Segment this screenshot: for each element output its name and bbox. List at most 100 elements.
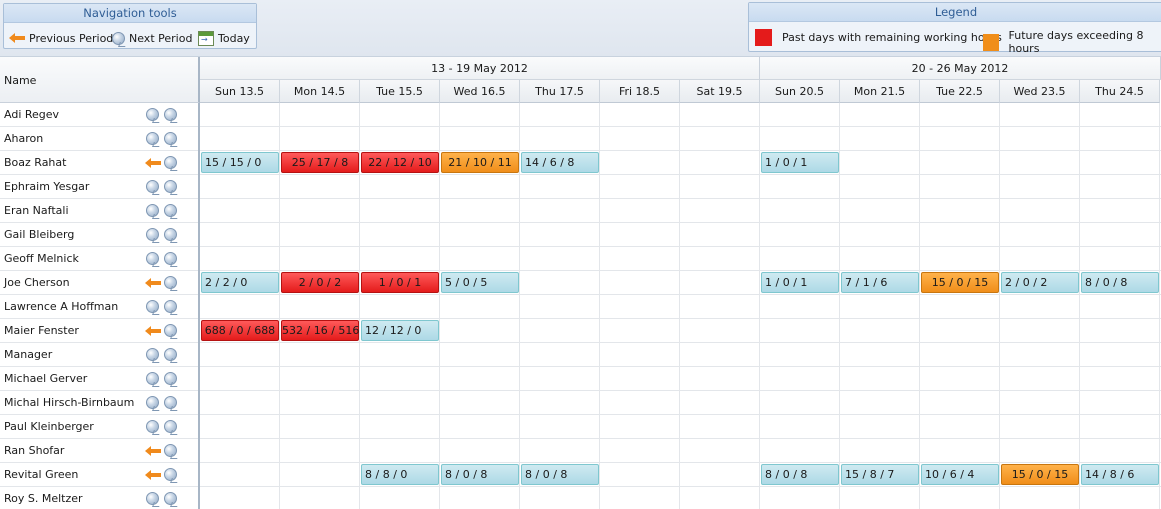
grid-line [599,415,600,439]
globe-icon[interactable] [146,204,159,217]
hours-cell[interactable]: 8 / 8 / 0 [361,464,439,485]
employee-name: Revital Green [4,468,79,481]
day-header[interactable]: Wed 23.5 [1000,80,1080,103]
grid-line [279,295,280,319]
globe-icon[interactable] [146,420,159,433]
globe-icon[interactable] [164,492,177,505]
hours-cell[interactable]: 15 / 0 / 15 [1001,464,1079,485]
grid-line [599,343,600,367]
previous-period-icon[interactable] [145,278,161,288]
day-header[interactable]: Sun 13.5 [200,80,280,103]
previous-period-icon[interactable] [145,326,161,336]
day-header[interactable]: Thu 24.5 [1080,80,1160,103]
grid-line [439,199,440,223]
hours-cell[interactable]: 7 / 1 / 6 [841,272,919,293]
hours-cell[interactable]: 15 / 15 / 0 [201,152,279,173]
hours-cell[interactable]: 22 / 12 / 10 [361,152,439,173]
day-header[interactable]: Tue 22.5 [920,80,1000,103]
grid-line [679,415,680,439]
globe-icon[interactable] [164,108,177,121]
globe-icon[interactable] [146,300,159,313]
globe-icon[interactable] [164,468,177,481]
hours-cell[interactable]: 8 / 0 / 8 [761,464,839,485]
day-header[interactable]: Tue 15.5 [360,80,440,103]
hours-cell[interactable]: 10 / 6 / 4 [921,464,999,485]
grid-line [519,223,520,247]
hours-cell[interactable]: 1 / 0 / 1 [761,272,839,293]
globe-icon[interactable] [164,372,177,385]
grid-line [1079,151,1080,175]
globe-icon[interactable] [164,300,177,313]
grid-line [439,487,440,509]
hours-cell[interactable]: 14 / 6 / 8 [521,152,599,173]
grid-line [359,439,360,463]
globe-icon[interactable] [164,204,177,217]
hours-cell[interactable]: 688 / 0 / 688 [201,320,279,341]
table-row: Geoff Melnick [0,247,1161,271]
day-header[interactable]: Sun 20.5 [760,80,840,103]
globe-icon[interactable] [146,492,159,505]
hours-cell[interactable]: 2 / 0 / 2 [281,272,359,293]
hours-cell[interactable]: 532 / 16 / 516 [281,320,359,341]
globe-icon[interactable] [164,156,177,169]
globe-icon[interactable] [146,396,159,409]
hours-cell[interactable]: 2 / 0 / 2 [1001,272,1079,293]
today-button[interactable]: Today [198,29,250,47]
hours-cell[interactable]: 8 / 0 / 8 [441,464,519,485]
grid-line [519,487,520,509]
employee-name: Adi Regev [4,108,60,121]
hours-cell[interactable]: 12 / 12 / 0 [361,320,439,341]
globe-icon[interactable] [164,324,177,337]
day-header[interactable]: Wed 16.5 [440,80,520,103]
day-header[interactable]: Fri 18.5 [600,80,680,103]
grid-line [999,175,1000,199]
grid-line [999,247,1000,271]
hours-cell[interactable]: 1 / 0 / 1 [361,272,439,293]
globe-icon[interactable] [164,228,177,241]
globe-icon[interactable] [164,420,177,433]
hours-cell[interactable]: 25 / 17 / 8 [281,152,359,173]
globe-icon[interactable] [164,252,177,265]
hours-cell[interactable]: 21 / 10 / 11 [441,152,519,173]
day-header[interactable]: Sat 19.5 [680,80,760,103]
next-period-button[interactable]: Next Period [112,29,192,47]
legend-swatch-past [755,29,772,46]
hours-cell[interactable]: 1 / 0 / 1 [761,152,839,173]
hours-cell[interactable]: 15 / 0 / 15 [921,272,999,293]
previous-period-icon[interactable] [145,470,161,480]
globe-icon[interactable] [146,180,159,193]
previous-period-icon[interactable] [145,446,161,456]
hours-cell[interactable]: 5 / 0 / 5 [441,272,519,293]
hours-cell[interactable]: 14 / 8 / 6 [1081,464,1159,485]
globe-icon[interactable] [164,180,177,193]
grid-line [919,391,920,415]
hours-cell[interactable]: 2 / 2 / 0 [201,272,279,293]
employee-name-cell: Adi Regev [0,103,200,127]
globe-icon[interactable] [164,276,177,289]
globe-icon[interactable] [146,372,159,385]
grid-line [599,319,600,343]
globe-icon[interactable] [164,132,177,145]
hours-cell[interactable]: 15 / 8 / 7 [841,464,919,485]
previous-period-button[interactable]: Previous Period [9,29,113,47]
day-header[interactable]: Mon 14.5 [280,80,360,103]
globe-icon[interactable] [146,108,159,121]
day-header[interactable]: Mon 21.5 [840,80,920,103]
employee-name: Manager [4,348,53,361]
day-header[interactable]: Thu 17.5 [520,80,600,103]
globe-icon[interactable] [164,396,177,409]
grid-line [759,199,760,223]
globe-icon[interactable] [164,444,177,457]
globe-icon[interactable] [146,132,159,145]
grid-line [359,391,360,415]
globe-icon[interactable] [146,348,159,361]
globe-icon[interactable] [146,228,159,241]
hours-cell[interactable]: 8 / 0 / 8 [521,464,599,485]
globe-icon[interactable] [164,348,177,361]
name-column-header[interactable]: Name [0,57,200,103]
grid-line [439,295,440,319]
previous-period-icon[interactable] [145,158,161,168]
hours-cell[interactable]: 8 / 0 / 8 [1081,272,1159,293]
grid-line [839,127,840,151]
globe-icon[interactable] [146,252,159,265]
